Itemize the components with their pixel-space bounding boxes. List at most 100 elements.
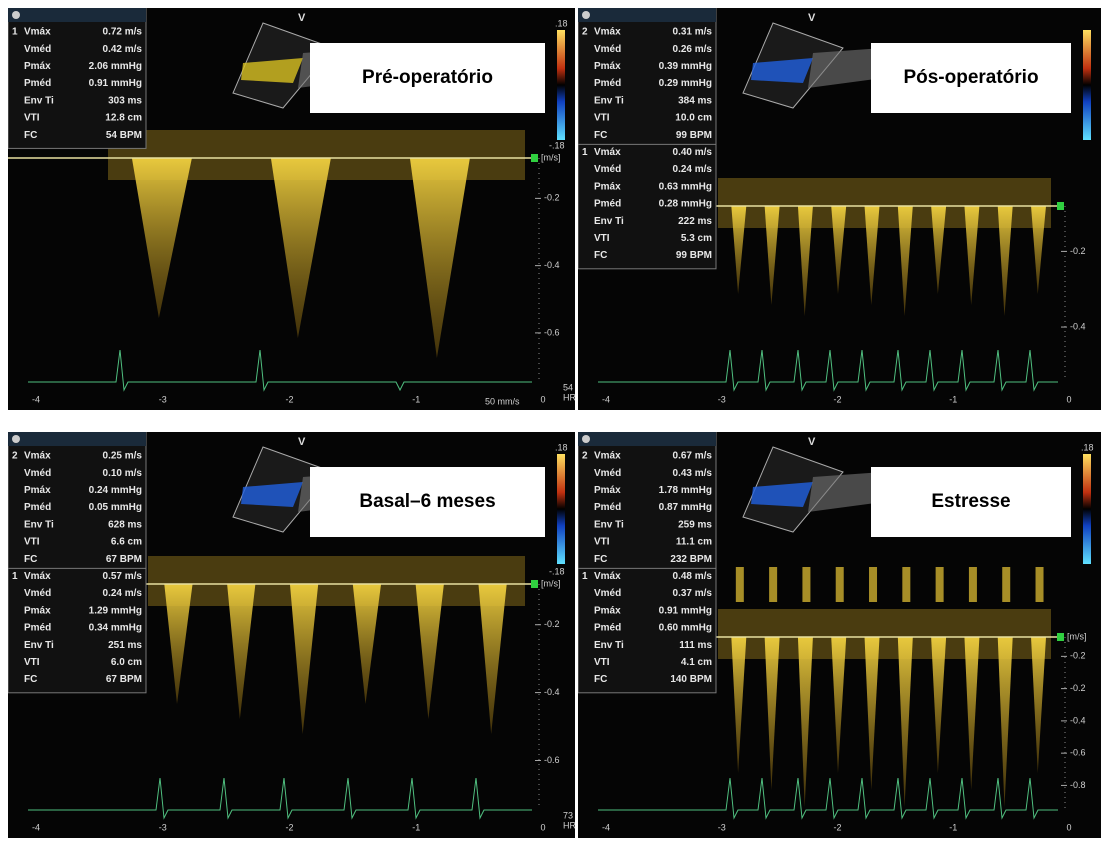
measure-label: Env Ti — [594, 640, 624, 651]
measure-label: Vmáx — [594, 451, 621, 462]
baseline-marker — [1057, 633, 1064, 641]
doppler-beat — [964, 206, 979, 305]
sweep-speed: 50 mm/s — [485, 396, 520, 406]
measure-label: FC — [594, 130, 607, 141]
doppler-beat — [290, 584, 318, 734]
measure-value: 0.72 m/s — [103, 27, 143, 38]
measure-label: Vméd — [594, 468, 621, 479]
measure-value: 232 BPM — [670, 554, 712, 565]
doppler-beat — [931, 206, 946, 294]
icon — [582, 11, 590, 19]
measure-label: FC — [24, 554, 37, 565]
measure-value: 0.42 m/s — [103, 44, 143, 55]
doppler-beat-upper — [902, 567, 910, 602]
hr-unit: HR — [563, 820, 575, 830]
x-tick-label: -4 — [32, 394, 40, 404]
measure-label: Vméd — [594, 44, 621, 55]
hr-value: 54 — [563, 382, 573, 392]
doppler-beat — [271, 158, 331, 338]
measure-label: FC — [594, 554, 607, 565]
x-tick-label: -2 — [833, 394, 841, 404]
doppler-beat — [765, 206, 780, 305]
x-tick-label: 0 — [1066, 822, 1071, 832]
measure-label: Pmáx — [594, 605, 621, 616]
scale-top: .18 — [1081, 442, 1094, 452]
x-tick-label: -1 — [412, 822, 420, 832]
measure-label: Env Ti — [594, 519, 624, 530]
measure-label: VTI — [594, 537, 610, 548]
measure-label: Pméd — [594, 199, 621, 210]
measure-label: Env Ti — [594, 95, 624, 106]
doppler-beat — [132, 158, 192, 318]
scale-top: .18 — [555, 442, 568, 452]
measure-label: Vmáx — [24, 571, 51, 582]
group-number: 2 — [582, 27, 588, 38]
measure-value: 4.1 cm — [681, 657, 712, 668]
y-tick-label: -0.4 — [544, 260, 560, 270]
measure-label: FC — [594, 674, 607, 685]
measure-value: 0.39 mmHg — [659, 61, 712, 72]
doppler-beat — [998, 637, 1013, 807]
measure-label: VTI — [24, 657, 40, 668]
doppler-beat-upper — [736, 567, 744, 602]
panel-svg: V.18[m/s]-0.2-0.2-0.4-0.6-0.8-4-3-2-102V… — [578, 432, 1101, 838]
y-tick-label: -0.4 — [1070, 715, 1086, 725]
panel: V.18-.18[m/s]-0.2-0.4-0.6-4-3-2-1073HR2V… — [8, 432, 575, 838]
measure-value: 140 BPM — [670, 674, 712, 685]
x-tick-label: -3 — [718, 822, 726, 832]
x-tick-label: 0 — [540, 822, 545, 832]
x-tick-label: -2 — [285, 822, 293, 832]
measure-value: 1.29 mmHg — [89, 605, 142, 616]
color-bar — [1083, 30, 1091, 140]
doppler-beat-upper — [969, 567, 977, 602]
baseline-marker — [531, 154, 538, 162]
y-tick-label: -0.2 — [1070, 683, 1086, 693]
measure-value: 0.63 mmHg — [659, 181, 712, 192]
x-tick-label: -1 — [949, 394, 957, 404]
baseline-marker — [531, 580, 538, 588]
x-tick-label: 0 — [540, 394, 545, 404]
measure-label: VTI — [594, 233, 610, 244]
measure-label: VTI — [24, 537, 40, 548]
measure-label: Pméd — [24, 502, 51, 513]
x-tick-label: -2 — [833, 822, 841, 832]
y-tick-label: -0.6 — [544, 755, 560, 765]
measure-value: 11.1 cm — [676, 537, 712, 548]
doppler-beat — [731, 206, 746, 294]
icon — [12, 435, 20, 443]
doppler-beat-upper — [936, 567, 944, 602]
hr-value: 73 — [563, 810, 573, 820]
measure-value: 0.10 m/s — [103, 468, 143, 479]
x-tick-label: -2 — [285, 394, 293, 404]
x-tick-label: -4 — [32, 822, 40, 832]
marker-label: V — [808, 12, 816, 24]
measure-value: 67 BPM — [106, 554, 142, 565]
measure-value: 222 ms — [678, 216, 712, 227]
measure-value: 0.60 mmHg — [659, 623, 712, 634]
measure-value: 99 BPM — [676, 130, 712, 141]
group-number: 1 — [582, 147, 588, 158]
hr-unit: HR — [563, 392, 575, 402]
measure-label: FC — [24, 674, 37, 685]
measure-label: Vmáx — [594, 571, 621, 582]
scale-bottom: -.18 — [549, 140, 565, 150]
measure-value: 0.67 m/s — [673, 451, 713, 462]
panel: V.18[m/s]-0.2-0.2-0.4-0.6-0.8-4-3-2-102V… — [578, 432, 1101, 838]
y-tick-label: -0.6 — [544, 327, 560, 337]
doppler-beat-upper — [1002, 567, 1010, 602]
doppler-beat — [898, 206, 913, 316]
y-tick-label: -0.2 — [1070, 246, 1086, 256]
panel-title: Estresse — [931, 491, 1010, 512]
measure-label: VTI — [594, 113, 610, 124]
measure-label: Pméd — [594, 623, 621, 634]
y-tick-label: -0.6 — [1070, 748, 1086, 758]
measure-value: 303 ms — [108, 95, 142, 106]
measure-value: 0.48 m/s — [673, 571, 713, 582]
icon-bar — [8, 8, 146, 22]
measure-value: 251 ms — [108, 640, 142, 651]
measure-value: 384 ms — [678, 95, 712, 106]
measure-value: 0.91 mmHg — [89, 78, 142, 89]
